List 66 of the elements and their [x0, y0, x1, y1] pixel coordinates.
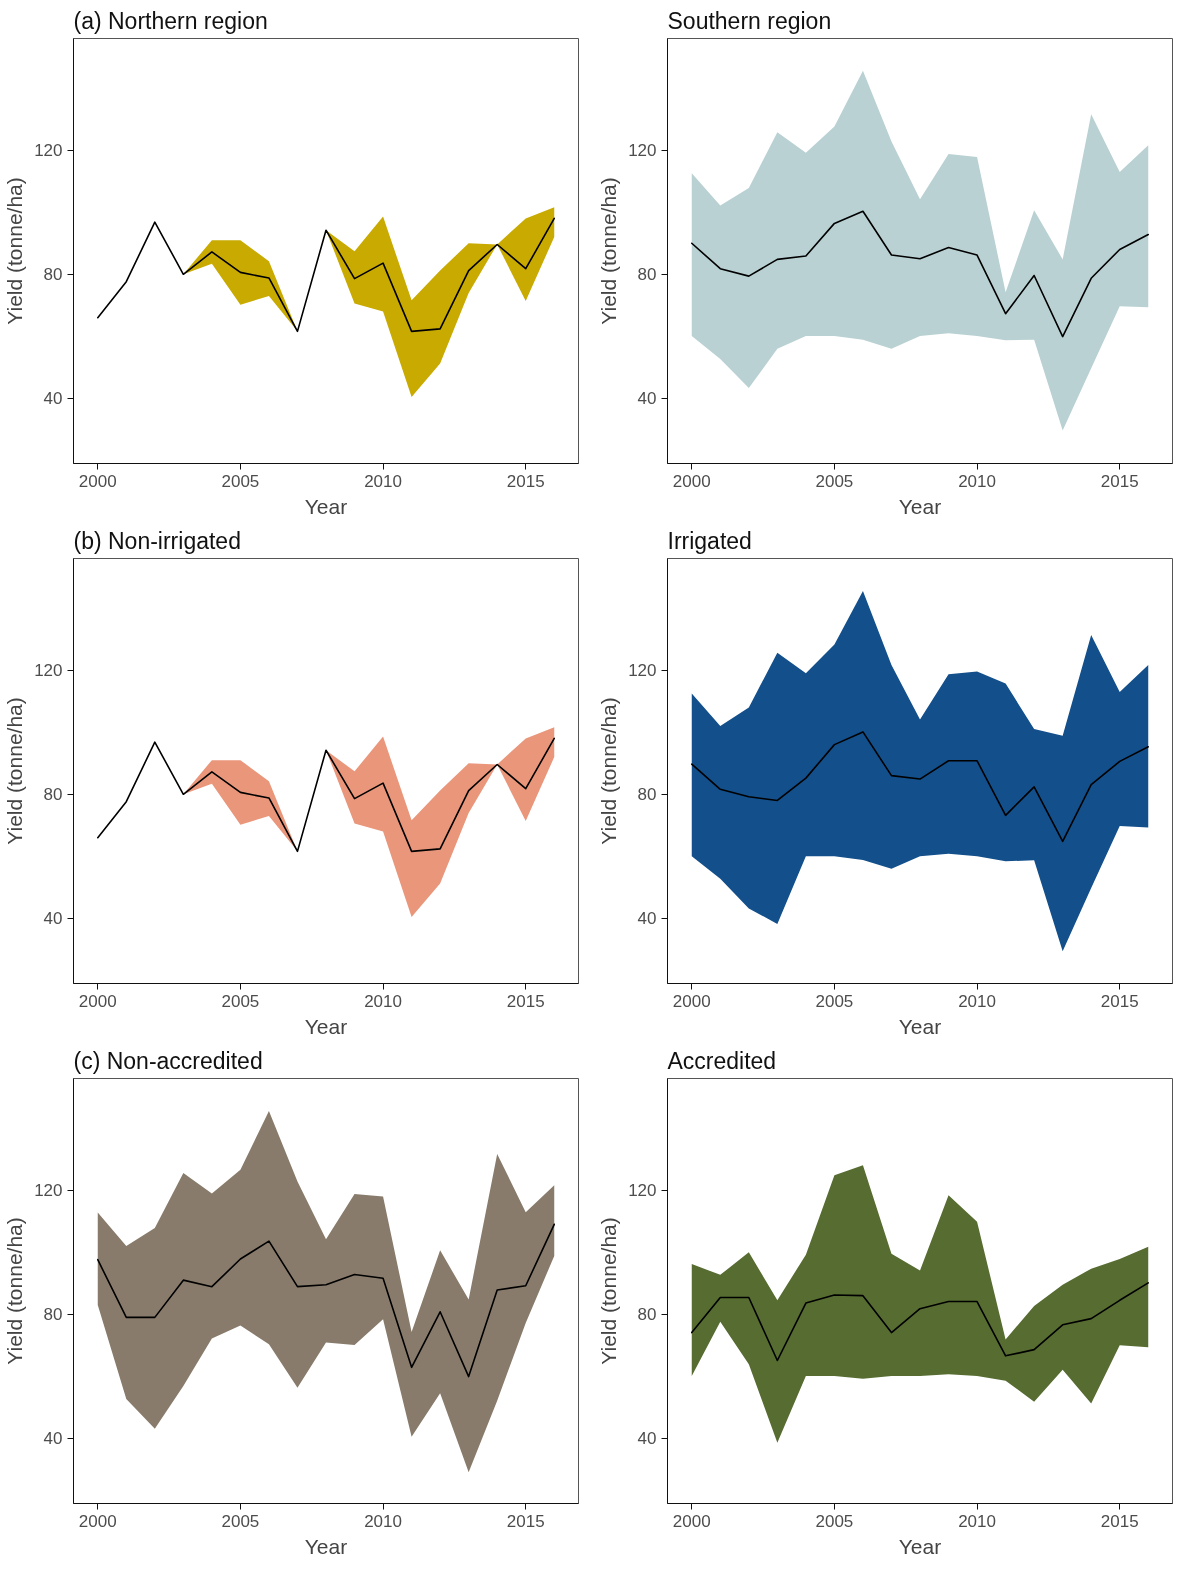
x-tick-label: 2000	[78, 1511, 117, 1531]
x-axis-title: Year	[898, 1534, 942, 1558]
y-tick-label: 40	[43, 1429, 63, 1449]
y-tick-label: 80	[43, 785, 63, 805]
y-tick-label: 40	[637, 1429, 657, 1449]
x-tick-label: 2015	[1100, 1511, 1139, 1531]
y-axis-title: Yield (tonne/ha)	[3, 697, 27, 845]
x-tick-label: 2015	[506, 1511, 545, 1531]
x-tick-label: 2010	[364, 991, 402, 1011]
y-tick-label: 80	[43, 1305, 63, 1325]
x-axis-title: Year	[304, 1534, 348, 1558]
line-series	[690, 731, 1150, 843]
y-tick-label: 40	[637, 389, 657, 409]
x-axis-title: Year	[898, 1014, 942, 1038]
x-axis-title: Year	[304, 494, 348, 518]
y-tick-label: 80	[637, 1305, 657, 1325]
chart-title: Southern region	[667, 7, 832, 34]
chart-title: (a) Northern region	[73, 7, 268, 34]
x-tick-label: 2010	[958, 1511, 996, 1531]
x-tick-label: 2015	[506, 991, 545, 1011]
line-series	[96, 217, 556, 333]
x-tick-label: 2015	[1100, 471, 1139, 491]
y-tick-label: 40	[637, 909, 657, 929]
y-tick-label: 80	[637, 785, 657, 805]
y-tick-label: 120	[34, 1181, 63, 1201]
x-axis-title: Year	[304, 1014, 348, 1038]
x-tick-label: 2005	[815, 991, 854, 1011]
chart-title: (b) Non-irrigated	[73, 527, 241, 554]
y-tick-label: 80	[637, 265, 657, 285]
y-axis-title: Yield (tonne/ha)	[597, 177, 621, 325]
x-tick-label: 2005	[221, 471, 260, 491]
line-series	[690, 210, 1150, 338]
x-tick-label: 2010	[958, 471, 996, 491]
x-tick-label: 2000	[672, 471, 711, 491]
x-tick-label: 2010	[364, 1511, 402, 1531]
x-tick-label: 2005	[815, 471, 854, 491]
x-tick-label: 2000	[672, 1511, 711, 1531]
line-series	[96, 1223, 556, 1378]
x-tick-label: 2005	[221, 991, 260, 1011]
x-tick-label: 2015	[1100, 991, 1139, 1011]
x-axis-title: Year	[898, 494, 942, 518]
y-axis-title: Yield (tonne/ha)	[597, 1217, 621, 1365]
y-axis-title: Yield (tonne/ha)	[3, 1217, 27, 1365]
x-tick-label: 2000	[78, 471, 117, 491]
line-series	[690, 1282, 1150, 1362]
y-tick-label: 120	[628, 661, 657, 681]
y-tick-label: 80	[43, 265, 63, 285]
x-tick-label: 2005	[221, 1511, 260, 1531]
y-axis-title: Yield (tonne/ha)	[597, 697, 621, 845]
y-axis-title: Yield (tonne/ha)	[3, 177, 27, 325]
x-tick-label: 2005	[815, 1511, 854, 1531]
chart-title: (c) Non-accredited	[73, 1047, 263, 1074]
chart-title: Accredited	[667, 1047, 777, 1074]
line-series	[96, 737, 556, 853]
y-tick-label: 40	[43, 909, 63, 929]
x-tick-label: 2000	[78, 991, 117, 1011]
chart-title: Irrigated	[667, 527, 752, 554]
y-tick-label: 40	[43, 389, 63, 409]
y-tick-label: 120	[34, 141, 63, 161]
y-tick-label: 120	[628, 141, 657, 161]
x-tick-label: 2010	[958, 991, 996, 1011]
y-tick-label: 120	[34, 661, 63, 681]
y-tick-label: 120	[628, 1181, 657, 1201]
x-tick-label: 2015	[506, 471, 545, 491]
x-tick-label: 2000	[672, 991, 711, 1011]
x-tick-label: 2010	[364, 471, 402, 491]
